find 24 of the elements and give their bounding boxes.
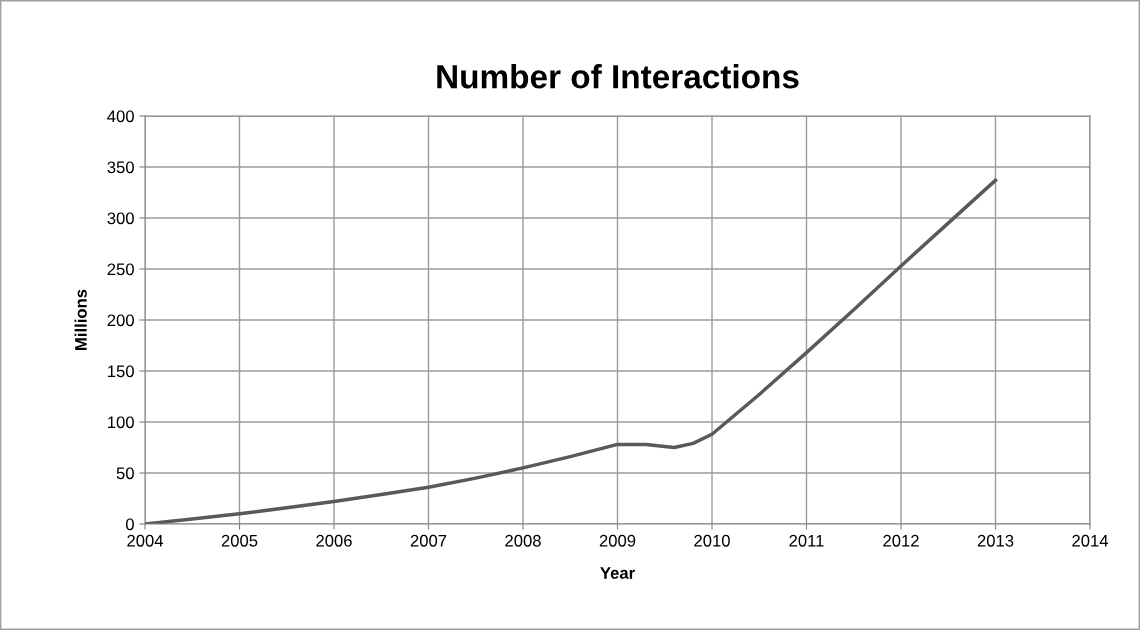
- y-tick-label: 0: [125, 518, 134, 531]
- x-tick-label: 2012: [883, 534, 919, 547]
- line-series: [145, 178, 998, 524]
- y-tick-label: 400: [107, 110, 134, 123]
- y-tick-label: 50: [116, 467, 134, 480]
- y-tick-label: 200: [107, 314, 134, 327]
- x-tick-label: 2009: [599, 534, 636, 547]
- x-tick-label: 2004: [127, 534, 164, 547]
- x-tick-label: 2010: [694, 534, 730, 547]
- x-tick-label: 2014: [1072, 534, 1109, 547]
- y-tick-label: 150: [108, 365, 134, 378]
- x-tick-label: 2011: [789, 534, 824, 547]
- x-tick-label: 2013: [977, 534, 1014, 547]
- y-tick-label: 100: [108, 416, 134, 429]
- y-tick-label: 250: [107, 263, 134, 276]
- x-tick-label: 2007: [410, 534, 447, 547]
- y-tick-label: 350: [107, 161, 134, 174]
- x-tick-label: 2006: [316, 534, 352, 547]
- x-tick-label: 2005: [221, 534, 258, 547]
- chart-title: Number of Interactions: [437, 64, 799, 89]
- x-tick-label: 2008: [505, 534, 541, 547]
- y-axis-title: Millions: [74, 289, 87, 350]
- x-axis-title: Year: [600, 567, 635, 579]
- y-tick-label: 300: [107, 212, 134, 225]
